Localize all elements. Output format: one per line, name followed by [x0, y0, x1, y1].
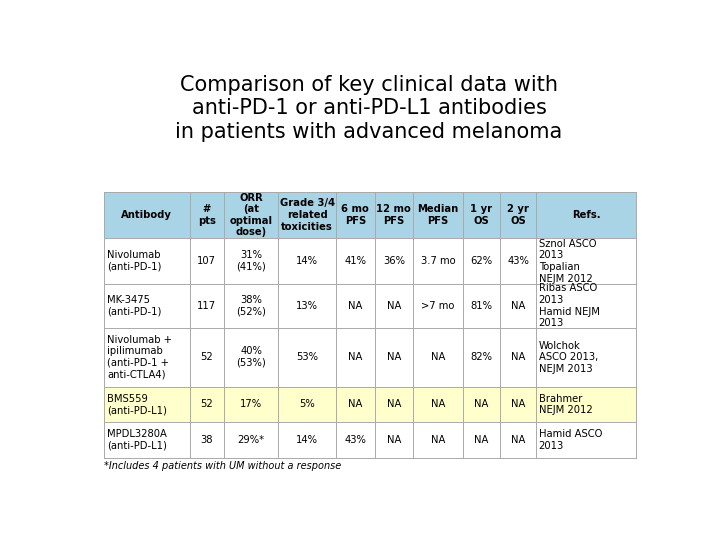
Text: Hamid ASCO
2013: Hamid ASCO 2013: [539, 429, 602, 451]
Text: NA: NA: [348, 301, 363, 311]
Bar: [104, 387, 636, 422]
Text: 36%: 36%: [383, 256, 405, 266]
Text: 6 mo
PFS: 6 mo PFS: [341, 204, 369, 226]
Text: BMS559
(anti-PD-L1): BMS559 (anti-PD-L1): [107, 394, 167, 415]
Text: 12 mo
PFS: 12 mo PFS: [377, 204, 411, 226]
Text: 62%: 62%: [470, 256, 492, 266]
Text: Nivolumab +
ipilimumab
(anti-PD-1 +
anti-CTLA4): Nivolumab + ipilimumab (anti-PD-1 + anti…: [107, 335, 172, 380]
Text: NA: NA: [431, 435, 445, 445]
Text: 43%: 43%: [344, 435, 366, 445]
Text: 5%: 5%: [300, 400, 315, 409]
Text: 3.7 mo: 3.7 mo: [420, 256, 455, 266]
Text: *Includes 4 patients with UM without a response: *Includes 4 patients with UM without a r…: [104, 461, 341, 471]
Text: Refs.: Refs.: [572, 210, 600, 220]
Text: 13%: 13%: [296, 301, 318, 311]
Text: 1 yr
OS: 1 yr OS: [470, 204, 492, 226]
Text: NA: NA: [511, 301, 526, 311]
Text: 17%: 17%: [240, 400, 262, 409]
Text: MPDL3280A
(anti-PD-L1): MPDL3280A (anti-PD-L1): [107, 429, 167, 451]
Text: Wolchok
ASCO 2013,
NEJM 2013: Wolchok ASCO 2013, NEJM 2013: [539, 341, 598, 374]
Text: NA: NA: [474, 400, 489, 409]
Text: >7 mo: >7 mo: [421, 301, 455, 311]
Text: 117: 117: [197, 301, 216, 311]
Text: 14%: 14%: [296, 256, 318, 266]
Text: Antibody: Antibody: [122, 210, 172, 220]
Text: 38%
(52%): 38% (52%): [236, 295, 266, 316]
Text: Grade 3/4
related
toxicities: Grade 3/4 related toxicities: [279, 198, 335, 232]
Text: Sznol ASCO
2013
Topalian
NEJM 2012: Sznol ASCO 2013 Topalian NEJM 2012: [539, 239, 596, 284]
Bar: [104, 328, 636, 387]
Text: NA: NA: [387, 435, 401, 445]
Bar: [104, 238, 636, 284]
Text: 43%: 43%: [507, 256, 529, 266]
Text: Median
PFS: Median PFS: [418, 204, 459, 226]
Text: NA: NA: [348, 352, 363, 362]
Bar: [104, 284, 636, 328]
Text: NA: NA: [511, 352, 526, 362]
Text: NA: NA: [387, 301, 401, 311]
Text: MK-3475
(anti-PD-1): MK-3475 (anti-PD-1): [107, 295, 162, 316]
Text: 38: 38: [200, 435, 213, 445]
Text: 29%*: 29%*: [238, 435, 265, 445]
Text: 82%: 82%: [470, 352, 492, 362]
Text: #
pts: # pts: [198, 204, 216, 226]
Text: 52: 52: [200, 400, 213, 409]
Text: 40%
(53%): 40% (53%): [236, 346, 266, 368]
Text: 41%: 41%: [344, 256, 366, 266]
Bar: [104, 192, 636, 238]
Text: Nivolumab
(anti-PD-1): Nivolumab (anti-PD-1): [107, 251, 162, 272]
Text: Comparison of key clinical data with
anti-PD-1 or anti-PD-L1 antibodies
in patie: Comparison of key clinical data with ant…: [176, 75, 562, 141]
Text: NA: NA: [387, 352, 401, 362]
Text: NA: NA: [431, 400, 445, 409]
Text: NA: NA: [387, 400, 401, 409]
Text: 14%: 14%: [296, 435, 318, 445]
Text: 107: 107: [197, 256, 216, 266]
Text: Ribas ASCO
2013
Hamid NEJM
2013: Ribas ASCO 2013 Hamid NEJM 2013: [539, 284, 600, 328]
Text: NA: NA: [511, 400, 526, 409]
Text: 31%
(41%): 31% (41%): [236, 251, 266, 272]
Bar: [104, 422, 636, 458]
Text: 53%: 53%: [296, 352, 318, 362]
Text: Brahmer
NEJM 2012: Brahmer NEJM 2012: [539, 394, 593, 415]
Text: NA: NA: [474, 435, 489, 445]
Text: 2 yr
OS: 2 yr OS: [507, 204, 529, 226]
Text: 52: 52: [200, 352, 213, 362]
Text: 81%: 81%: [470, 301, 492, 311]
Text: NA: NA: [431, 352, 445, 362]
Text: ORR
(at
optimal
dose): ORR (at optimal dose): [230, 192, 273, 237]
Text: NA: NA: [511, 435, 526, 445]
Text: NA: NA: [348, 400, 363, 409]
